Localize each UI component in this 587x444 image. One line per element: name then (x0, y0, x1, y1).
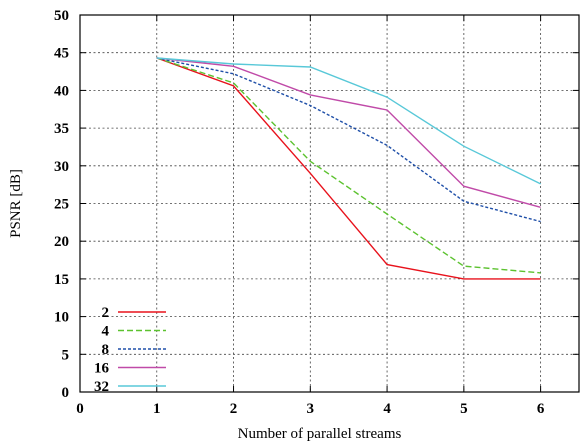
y-tick-label: 0 (62, 385, 70, 401)
legend: 2 4 8 16 32 (94, 305, 166, 395)
y-tick-label: 50 (54, 8, 69, 24)
x-axis-label: Number of parallel streams (238, 426, 402, 442)
y-tick-label: 20 (54, 234, 69, 250)
legend-label-2: 2 (102, 305, 110, 321)
y-tick-label: 30 (54, 159, 69, 175)
series-line-8 (156, 57, 541, 223)
y-tick-label: 35 (54, 121, 69, 137)
series-line-4 (156, 57, 541, 274)
y-tick-label: 15 (54, 272, 69, 288)
grid (80, 15, 579, 392)
x-tick-label: 2 (230, 401, 238, 417)
x-tick-label: 6 (537, 401, 545, 417)
y-tick-label: 25 (54, 197, 69, 213)
x-tick-label: 5 (460, 401, 468, 417)
y-tick-label: 40 (54, 83, 69, 99)
legend-label-8: 8 (102, 342, 110, 358)
series-line-2 (156, 57, 541, 280)
x-tick-label: 0 (76, 401, 84, 417)
x-tick-label: 4 (383, 401, 391, 417)
y-tick-label: 5 (62, 347, 70, 363)
plot-frame (79, 14, 580, 393)
legend-label-4: 4 (102, 324, 110, 340)
series-line-32 (156, 57, 541, 185)
series-lines (156, 57, 541, 280)
y-tick-label: 10 (54, 310, 69, 326)
x-tick-label: 3 (307, 401, 315, 417)
y-axis-label: PSNR [dB] (8, 169, 24, 238)
y-tick-label: 45 (54, 46, 69, 62)
legend-label-16: 16 (94, 361, 110, 377)
legend-label-32: 32 (94, 379, 109, 395)
series-line-16 (156, 57, 541, 208)
x-tick-label: 1 (153, 401, 161, 417)
